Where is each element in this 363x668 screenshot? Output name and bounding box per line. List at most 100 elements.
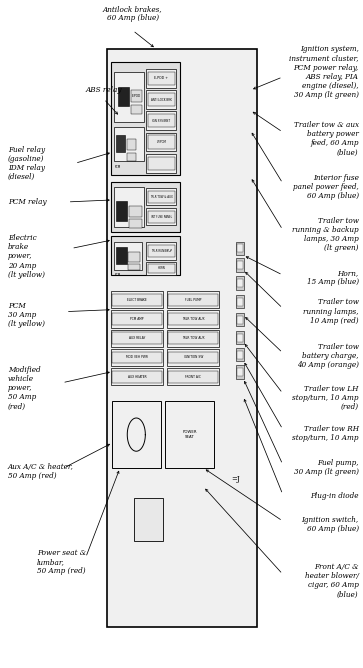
Text: ELECT BRAKE: ELECT BRAKE [127, 298, 147, 302]
Text: =J: =J [231, 475, 240, 483]
Bar [114, 242, 142, 271]
Bar [131, 90, 142, 102]
Text: MOD VEH PWR: MOD VEH PWR [126, 355, 148, 359]
Bar [168, 294, 218, 306]
Text: Power seat &
lumbar,
50 Amp (red): Power seat & lumbar, 50 Amp (red) [37, 549, 86, 575]
Text: AUX HEATER: AUX HEATER [128, 375, 147, 379]
Bar [236, 277, 244, 290]
Bar [237, 298, 242, 306]
Bar [131, 105, 142, 114]
Text: Trailer tow & aux
battery power
feed, 60 Amp
(blue): Trailer tow & aux battery power feed, 60… [294, 121, 359, 156]
Bar [146, 262, 176, 275]
Bar [236, 331, 244, 344]
Bar [146, 90, 176, 109]
Bar [167, 291, 220, 309]
Text: Horn,
15 Amp (blue): Horn, 15 Amp (blue) [307, 269, 359, 287]
Bar [148, 245, 175, 257]
Bar [148, 157, 175, 170]
Bar [165, 401, 214, 468]
Text: PCM
30 Amp
(lt yellow): PCM 30 Amp (lt yellow) [8, 302, 45, 328]
Bar [127, 140, 135, 150]
Text: TRLR TOW AUX: TRLR TOW AUX [182, 317, 204, 321]
Bar [236, 365, 244, 379]
Bar [146, 69, 176, 88]
Bar [168, 371, 218, 383]
Text: Plug-in diode: Plug-in diode [310, 492, 359, 500]
Bar [148, 136, 175, 149]
Text: TRLR TOW & AUX: TRLR TOW & AUX [150, 194, 173, 198]
Bar [111, 236, 180, 275]
Text: E-POD +: E-POD + [154, 76, 168, 80]
Bar [237, 315, 242, 323]
Text: Trailer tow
running lamps,
10 Amp (red): Trailer tow running lamps, 10 Amp (red) [303, 299, 359, 325]
Text: Modified
vehicle
power,
50 Amp
(red): Modified vehicle power, 50 Amp (red) [8, 365, 41, 410]
Bar [146, 242, 176, 260]
Bar [111, 291, 163, 309]
Bar [237, 351, 242, 359]
Bar [114, 187, 144, 227]
Text: Trailer tow
battery charge,
40 Amp (orange): Trailer tow battery charge, 40 Amp (oran… [297, 343, 359, 369]
Bar [236, 348, 244, 361]
Text: Trailer tow
running & backup
lamps, 30 Amp
(lt green): Trailer tow running & backup lamps, 30 A… [292, 216, 359, 253]
Text: TRLR TOW AUX: TRLR TOW AUX [182, 336, 204, 340]
Text: HORN: HORN [158, 267, 165, 271]
Bar [236, 295, 244, 309]
Text: IGNITION SW: IGNITION SW [184, 355, 203, 359]
Bar [129, 253, 140, 262]
Bar [111, 349, 163, 366]
Bar [117, 247, 127, 265]
Text: Electric
brake
power,
20 Amp
(lt yellow): Electric brake power, 20 Amp (lt yellow) [8, 234, 45, 279]
Bar [118, 87, 129, 106]
Bar [107, 49, 257, 627]
Text: FRONT A/C: FRONT A/C [185, 375, 201, 379]
Text: INT FUSE PANEL: INT FUSE PANEL [151, 214, 172, 218]
Bar [112, 401, 161, 468]
Text: Fuel pump,
30 Amp (lt green): Fuel pump, 30 Amp (lt green) [294, 460, 359, 476]
Bar [167, 310, 220, 327]
Bar [146, 208, 176, 225]
Bar [148, 190, 175, 202]
Bar [237, 279, 242, 287]
Bar [236, 313, 244, 326]
Bar [113, 351, 162, 363]
Text: Trailer tow LH
stop/turn, 10 Amp
(red): Trailer tow LH stop/turn, 10 Amp (red) [292, 385, 359, 411]
Text: PCM relay: PCM relay [8, 198, 46, 206]
Bar [148, 114, 175, 128]
Bar [113, 313, 162, 325]
Bar [129, 206, 142, 216]
Bar [148, 71, 175, 85]
Text: FUEL PUMP: FUEL PUMP [185, 298, 201, 302]
Bar [236, 259, 244, 272]
Text: Fuel relay
(gasoline)
IDM relay
(diesel): Fuel relay (gasoline) IDM relay (diesel) [8, 146, 45, 181]
Text: Front A/C &
heater blower/
cigar, 60 Amp
(blue): Front A/C & heater blower/ cigar, 60 Amp… [305, 563, 359, 599]
Bar [146, 188, 176, 205]
Bar [167, 368, 220, 385]
Text: ABS relay: ABS relay [86, 86, 122, 94]
Bar [113, 294, 162, 306]
Bar [167, 329, 220, 347]
Bar [237, 261, 242, 269]
Bar [134, 498, 163, 541]
Text: PCM AMP: PCM AMP [130, 317, 144, 321]
Bar [117, 200, 127, 220]
Bar [114, 128, 144, 161]
Bar [237, 368, 242, 376]
Bar [127, 153, 135, 161]
Bar [111, 182, 180, 232]
Text: Interior fuse
panel power feed,
60 Amp (blue): Interior fuse panel power feed, 60 Amp (… [293, 174, 359, 200]
Bar [167, 349, 220, 366]
Bar [146, 154, 176, 172]
Text: Ignition switch,
60 Amp (blue): Ignition switch, 60 Amp (blue) [302, 516, 359, 533]
Text: PCM: PCM [115, 165, 121, 169]
Bar [148, 210, 175, 222]
Text: AUX RELAY: AUX RELAY [129, 336, 145, 340]
Bar [111, 310, 163, 327]
Bar [113, 371, 162, 383]
Bar [148, 264, 175, 273]
Bar [236, 242, 244, 255]
Bar [146, 133, 176, 152]
Bar [111, 329, 163, 347]
Text: ANTI-LOCK BRK: ANTI-LOCK BRK [151, 98, 172, 102]
Bar [148, 93, 175, 106]
Bar [129, 264, 140, 271]
